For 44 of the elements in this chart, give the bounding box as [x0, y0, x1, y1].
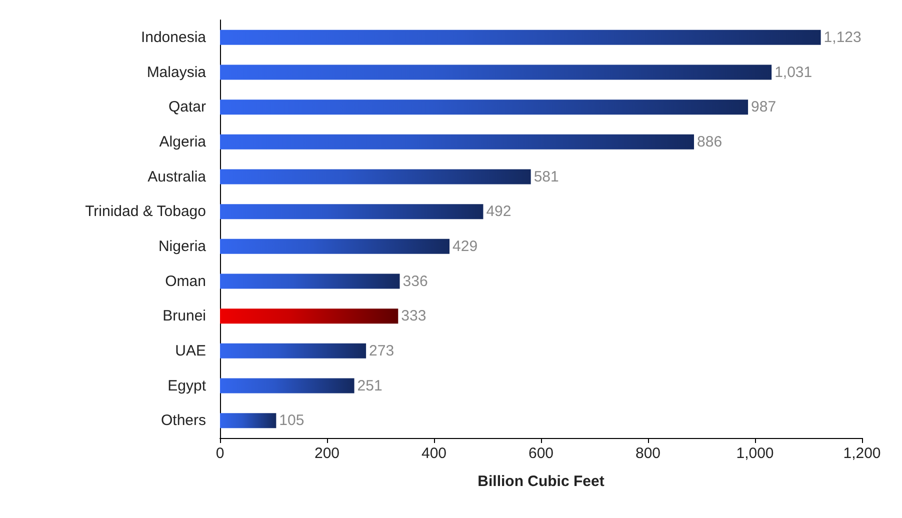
bar — [220, 343, 366, 358]
y-tick-label: Nigeria — [158, 238, 207, 255]
data-label: 429 — [452, 238, 478, 255]
x-tick-label: 600 — [528, 445, 554, 462]
bar — [220, 238, 450, 254]
x-tick-label: 200 — [314, 445, 340, 462]
x-tick-label: 0 — [216, 445, 224, 462]
bar — [220, 134, 694, 150]
y-tick-label: Australia — [148, 168, 207, 186]
data-label: 987 — [751, 98, 776, 116]
bar — [220, 100, 748, 115]
data-label: 886 — [697, 133, 722, 150]
y-tick-label: Indonesia — [140, 28, 207, 46]
data-label: 581 — [534, 168, 559, 186]
bar — [220, 308, 398, 324]
data-label: 333 — [401, 308, 426, 325]
y-tick-label: Malaysia — [146, 64, 207, 81]
x-tick-label: 400 — [421, 445, 447, 462]
data-label: 105 — [279, 412, 304, 430]
data-label: 251 — [357, 377, 382, 394]
data-label: 336 — [402, 272, 428, 290]
bar — [220, 30, 821, 45]
y-tick-label: Trinidad & Tobago — [85, 203, 206, 220]
data-label: 1,123 — [824, 28, 862, 46]
bar — [220, 169, 531, 184]
bar — [220, 378, 354, 394]
x-tick-label: 1,200 — [843, 445, 881, 462]
x-tick-label: 800 — [635, 445, 661, 462]
bar — [220, 274, 400, 289]
x-tick-label: 1,000 — [736, 445, 774, 462]
y-tick-label: Others — [160, 412, 206, 430]
y-tick-label: Oman — [165, 272, 206, 290]
bar — [220, 204, 484, 220]
data-label: 1,031 — [774, 64, 812, 81]
data-label: 273 — [369, 342, 394, 360]
bar — [220, 413, 276, 428]
y-tick-label: Algeria — [159, 133, 207, 150]
y-tick-label: Brunei — [162, 308, 206, 325]
bar — [220, 64, 772, 80]
x-axis-title: Billion Cubic Feet — [478, 473, 604, 490]
y-tick-label: Qatar — [168, 98, 206, 116]
y-tick-label: Egypt — [168, 377, 207, 394]
data-label: 492 — [486, 203, 512, 220]
y-tick-label: UAE — [175, 342, 206, 360]
